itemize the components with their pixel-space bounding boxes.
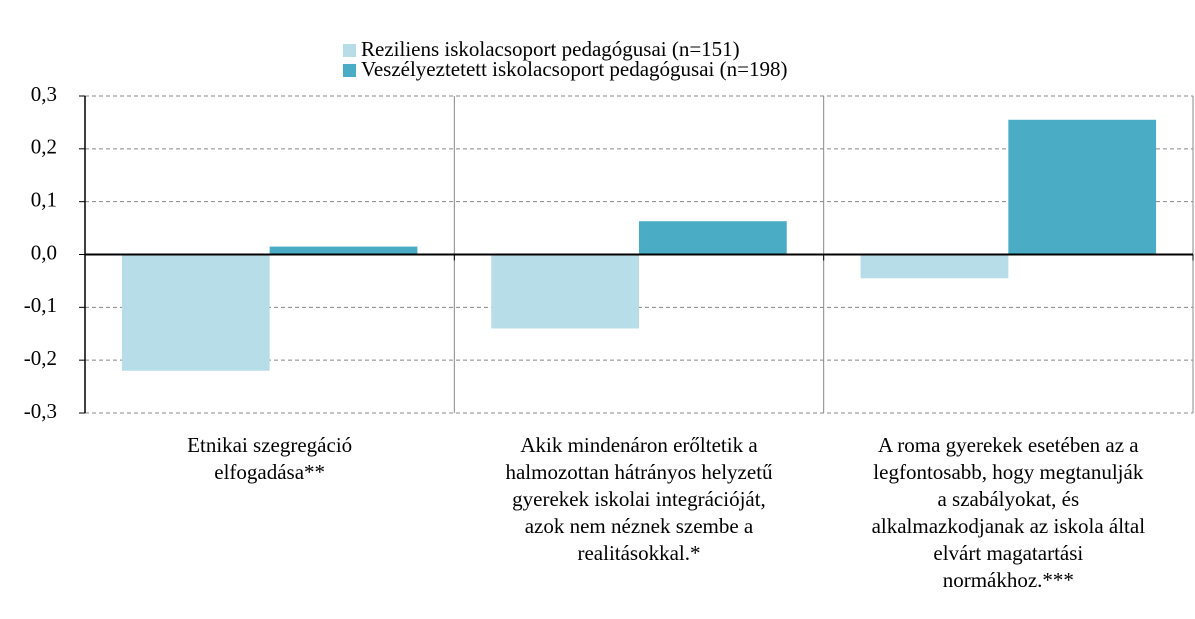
legend-label: Reziliens iskolacsoport pedagógusai (n=1…: [361, 37, 740, 61]
y-tick-label: 0,1: [31, 187, 57, 211]
y-tick-label: -0,3: [24, 399, 57, 423]
bar: [491, 254, 639, 329]
y-tick-label: -0,2: [24, 346, 57, 370]
x-tick-label: Akik mindenáron erőltetik a halmozottan …: [505, 433, 773, 565]
y-tick-label: 0,0: [31, 240, 57, 264]
bar: [860, 254, 1009, 279]
bar: [1008, 119, 1157, 255]
bar: [121, 254, 270, 371]
bar: [639, 221, 787, 255]
x-tick-label: Etnikai szegregáció elfogadása**: [187, 433, 353, 484]
bar: [269, 246, 418, 255]
legend-swatch: [343, 64, 356, 77]
y-tick-label: 0,3: [31, 82, 57, 106]
y-tick-label: -0,1: [24, 293, 57, 317]
legend-label: Veszélyeztetett iskolacsoport pedagógusa…: [361, 57, 787, 81]
x-tick-label: A roma gyerekek esetében az a legfontosa…: [871, 433, 1146, 592]
y-tick-label: 0,2: [31, 135, 57, 159]
legend-swatch: [343, 44, 356, 57]
